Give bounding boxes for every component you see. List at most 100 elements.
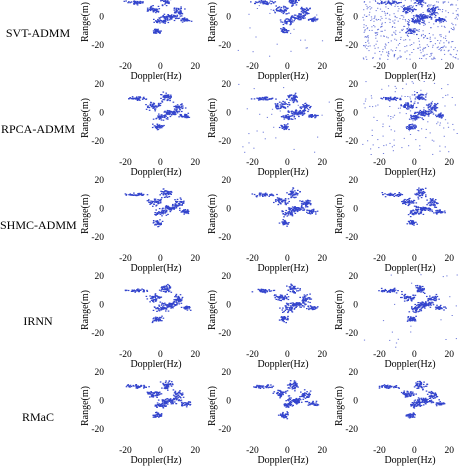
scatter-point (170, 190, 172, 193)
scatter-point (159, 318, 161, 320)
scatter-point (160, 306, 162, 309)
scatter-point (401, 291, 403, 293)
scatter-point (156, 307, 158, 309)
scatter-point (419, 189, 422, 191)
scatter-point (387, 97, 389, 99)
noise-point (269, 12, 271, 14)
scatter-point (173, 12, 176, 14)
scatter-point (412, 115, 414, 117)
scatter-point (167, 289, 169, 291)
scatter-point (428, 207, 430, 209)
scatter-point (410, 100, 412, 102)
noise-point (448, 42, 450, 44)
scatter-point (423, 304, 426, 306)
scatter-point (296, 305, 299, 307)
scatter-point (415, 209, 417, 211)
noise-point (403, 39, 405, 41)
scatter-point (409, 318, 412, 321)
scatter-point (185, 117, 188, 119)
noise-point (418, 20, 421, 22)
noise-point (388, 51, 390, 53)
noise-point (381, 22, 383, 24)
noise-point (407, 96, 409, 97)
scatter-point (129, 194, 132, 196)
scatter-point (295, 110, 298, 112)
noise-point (423, 24, 425, 26)
scatter-point (280, 21, 282, 23)
scatter-point (133, 385, 135, 387)
scatter-point (180, 399, 183, 401)
scatter-point (283, 126, 285, 128)
scatter-point (154, 317, 157, 319)
noise-point (415, 21, 418, 23)
scatter-point (427, 107, 430, 109)
scatter-point (175, 106, 177, 108)
scatter-point (167, 94, 170, 96)
noise-point (403, 16, 405, 18)
noise-point (406, 45, 408, 47)
scatter-point (433, 200, 436, 202)
scatter-point (302, 202, 305, 204)
scatter-point (417, 112, 420, 114)
scatter-point (159, 102, 162, 104)
scatter-point (142, 194, 144, 196)
scatter-point (133, 0, 135, 2)
scatter-point (155, 105, 157, 107)
noise-point (453, 28, 455, 30)
scatter-point (145, 104, 147, 106)
scatter-point (405, 104, 407, 106)
scatter-point (178, 111, 181, 113)
scatter-point (150, 9, 152, 11)
scatter-point (415, 213, 417, 215)
x-axis-label: Doppler(Hz) (257, 167, 308, 178)
scatter-point (384, 289, 387, 292)
scatter-point (272, 194, 274, 196)
scatter-point (163, 111, 166, 113)
scatter-point (307, 19, 310, 21)
noise-point (439, 124, 441, 126)
noise-point (393, 31, 395, 33)
scatter-point (411, 223, 414, 226)
scatter-point (155, 201, 157, 203)
noise-point (374, 32, 376, 34)
scatter-point (385, 97, 387, 99)
scatter-point (282, 320, 284, 322)
noise-point (424, 54, 426, 56)
noise-point (269, 55, 271, 57)
scatter-point (140, 194, 143, 196)
scatter-point (149, 301, 151, 303)
scatter-point (158, 296, 161, 298)
scatter-point (298, 16, 300, 19)
scatter-point (291, 206, 294, 208)
scatter-point (279, 106, 282, 108)
noise-point (411, 94, 413, 96)
scatter-point (288, 212, 290, 215)
noise-point (365, 42, 367, 43)
noise-point (443, 135, 445, 137)
noise-point (328, 101, 330, 103)
scatter-point (164, 308, 167, 310)
scatter-point (314, 16, 316, 18)
scatter-point (415, 315, 417, 317)
scatter-point (169, 286, 172, 288)
noise-point (442, 47, 444, 49)
scatter-point (301, 113, 303, 115)
scatter-point (171, 383, 174, 385)
noise-point (380, 30, 382, 32)
scatter-point (181, 393, 184, 396)
scatter-point (443, 306, 445, 308)
scatter-point (417, 102, 419, 104)
scatter-point (303, 296, 306, 298)
scatter-point (156, 310, 158, 312)
scatter-point (303, 106, 306, 108)
scatter-point (161, 287, 163, 289)
noise-point (450, 54, 452, 56)
scatter-point (179, 15, 182, 17)
scatter-point (154, 31, 157, 33)
scatter-point (412, 209, 414, 211)
scatter-point (175, 105, 177, 107)
scatter-point (420, 110, 423, 113)
scatter-point (411, 221, 413, 223)
scatter-point (411, 106, 413, 108)
